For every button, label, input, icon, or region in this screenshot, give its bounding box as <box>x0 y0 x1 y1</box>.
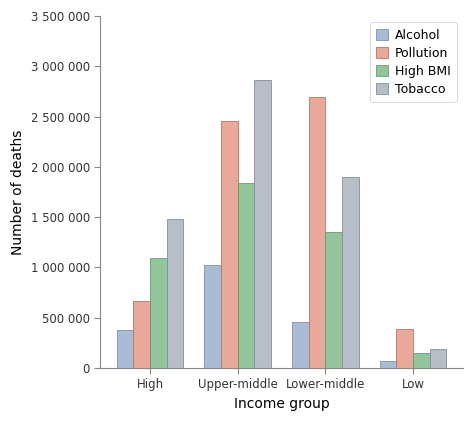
Bar <box>413 353 430 368</box>
X-axis label: Income group: Income group <box>234 397 329 411</box>
Bar <box>221 121 238 368</box>
Bar <box>255 81 271 368</box>
Bar <box>342 177 359 368</box>
Bar <box>309 97 326 368</box>
Bar <box>380 361 396 368</box>
Bar <box>167 219 183 368</box>
Bar <box>430 349 447 368</box>
Bar <box>204 265 221 368</box>
Bar <box>134 300 150 368</box>
Bar <box>326 232 342 368</box>
Y-axis label: Number of deaths: Number of deaths <box>11 129 25 255</box>
Bar <box>238 183 255 368</box>
Bar <box>396 329 413 368</box>
Bar <box>150 258 167 368</box>
Bar <box>292 322 309 368</box>
Bar <box>117 330 134 368</box>
Legend: Alcohol, Pollution, High BMI, Tobacco: Alcohol, Pollution, High BMI, Tobacco <box>370 22 456 102</box>
